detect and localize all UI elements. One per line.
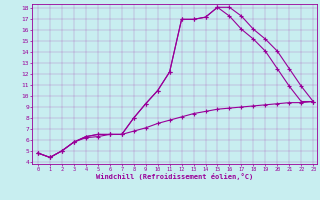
X-axis label: Windchill (Refroidissement éolien,°C): Windchill (Refroidissement éolien,°C) — [96, 173, 253, 180]
